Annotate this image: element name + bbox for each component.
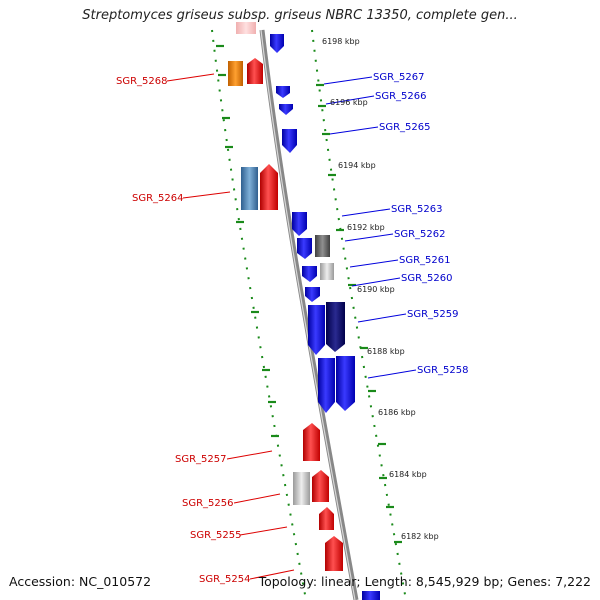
gene-partial-top-pink xyxy=(236,22,256,34)
ruler-label-6188: 6188 kbp xyxy=(367,347,405,356)
gene-sgr-5254 xyxy=(325,536,343,571)
gene-sgr-5268-orange xyxy=(228,61,243,86)
gene-label-sgr-5254[interactable]: SGR_5254 xyxy=(199,574,251,585)
gene-label-sgr-5259[interactable]: SGR_5259 xyxy=(407,309,459,320)
gene-sgr-5261 xyxy=(302,266,317,282)
gene-sgr-5260-light xyxy=(320,263,334,280)
gene-sgr-5267 xyxy=(270,34,284,53)
label-leaders xyxy=(166,73,417,580)
ruler-label-6196: 6196 kbp xyxy=(330,98,368,107)
ruler-label-6186: 6186 kbp xyxy=(378,408,416,417)
gene-label-sgr-5266[interactable]: SGR_5266 xyxy=(375,91,427,102)
gene-label-sgr-5265[interactable]: SGR_5265 xyxy=(379,122,431,133)
genome-summary: Topology: linear; Length: 8,545,929 bp; … xyxy=(258,574,591,589)
gene-label-sgr-5260[interactable]: SGR_5260 xyxy=(401,273,453,284)
gene-label-sgr-5262[interactable]: SGR_5262 xyxy=(394,229,446,240)
gene-sgr-5266 xyxy=(276,86,290,98)
gene-sgr-5258b xyxy=(336,356,355,411)
gene-bottom-blue xyxy=(362,591,380,600)
map-title: Streptomyces griseus subsp. griseus NBRC… xyxy=(82,8,518,23)
gene-sgr-5256-gray xyxy=(293,472,310,505)
gene-sgr-5264-steel xyxy=(241,167,258,210)
chromosome-backbone xyxy=(259,29,359,600)
gene-sgr-5255 xyxy=(319,507,334,530)
ruler-label-6184: 6184 kbp xyxy=(389,470,427,479)
gene-features xyxy=(228,22,380,600)
ruler-label-6192: 6192 kbp xyxy=(347,223,385,232)
gene-sgr-5266b xyxy=(279,104,293,115)
gene-sgr-5265 xyxy=(282,129,297,153)
gene-label-sgr-5267[interactable]: SGR_5267 xyxy=(373,72,425,83)
gene-sgr-5262-gray xyxy=(315,235,330,257)
gene-label-sgr-5263[interactable]: SGR_5263 xyxy=(391,204,443,215)
gene-sgr-5263 xyxy=(292,212,307,236)
gene-sgr-5257 xyxy=(303,423,320,461)
ruler-labels: 6198 kbp 6196 kbp 6194 kbp 6192 kbp 6190… xyxy=(322,37,439,541)
ruler-label-6194: 6194 kbp xyxy=(338,161,376,170)
gene-label-sgr-5261[interactable]: SGR_5261 xyxy=(399,255,451,266)
chromosome-backbone-highlight xyxy=(260,29,356,600)
gene-sgr-5259-navy xyxy=(326,302,345,352)
gene-label-sgr-5258[interactable]: SGR_5258 xyxy=(417,365,469,376)
gene-label-sgr-5268[interactable]: SGR_5268 xyxy=(116,76,168,87)
ruler-label-6198: 6198 kbp xyxy=(322,37,360,46)
gene-label-sgr-5264[interactable]: SGR_5264 xyxy=(132,193,184,204)
gene-label-sgr-5256[interactable]: SGR_5256 xyxy=(182,498,234,509)
gene-labels: SGR_5268 SGR_5267 SGR_5266 SGR_5265 SGR_… xyxy=(116,72,469,585)
gene-sgr-5262 xyxy=(297,238,312,259)
gene-sgr-5268 xyxy=(247,58,263,84)
gene-sgr-5260 xyxy=(305,287,320,302)
ruler-label-6190: 6190 kbp xyxy=(357,285,395,294)
gc-markers xyxy=(216,44,402,544)
gene-label-sgr-5257[interactable]: SGR_5257 xyxy=(175,454,227,465)
gene-label-sgr-5255[interactable]: SGR_5255 xyxy=(190,530,242,541)
gene-sgr-5264 xyxy=(260,164,278,210)
ruler-label-6182: 6182 kbp xyxy=(401,532,439,541)
gene-sgr-5256 xyxy=(312,470,329,502)
gene-sgr-5258 xyxy=(318,358,335,413)
gc-track-left xyxy=(211,29,307,600)
gene-sgr-5259 xyxy=(308,305,325,355)
accession-label: Accession: NC_010572 xyxy=(9,574,152,589)
